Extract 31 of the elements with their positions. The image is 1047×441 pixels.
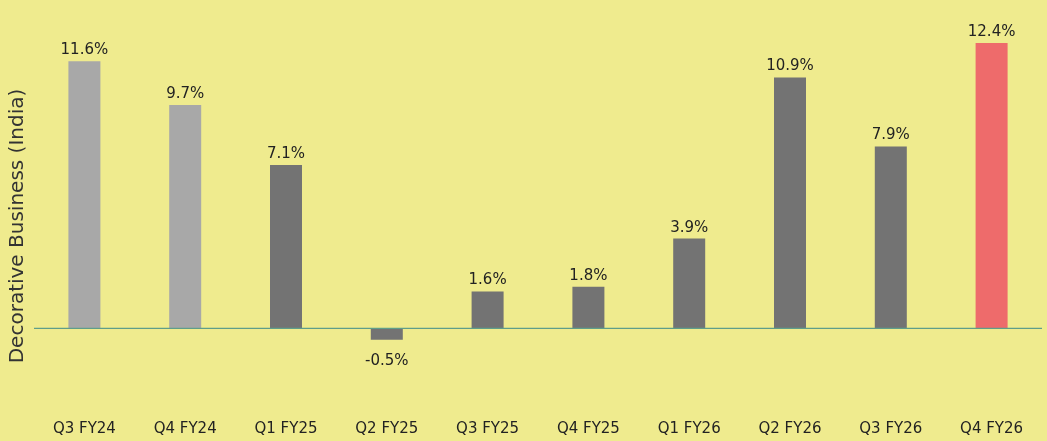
x-tick-label: Q3 FY25 <box>456 418 520 437</box>
bar <box>774 77 806 329</box>
x-tick-label: Q3 FY26 <box>859 418 923 437</box>
x-tick-label: Q1 FY25 <box>254 418 318 437</box>
bar <box>673 238 706 329</box>
bar <box>169 105 202 329</box>
bar <box>270 164 302 329</box>
data-label: 3.9% <box>670 217 709 236</box>
x-tick-label: Q2 FY26 <box>758 418 822 437</box>
bar <box>68 61 101 329</box>
data-label: 7.1% <box>266 143 306 162</box>
data-label: -0.5% <box>365 350 409 369</box>
x-tick-label: Q1 FY26 <box>657 418 721 437</box>
bar <box>975 42 1008 329</box>
data-label: 10.9% <box>766 56 814 75</box>
data-label: 1.8% <box>569 265 608 284</box>
data-label: 1.6% <box>468 270 507 289</box>
bar <box>471 291 504 329</box>
x-tick-label: Q4 FY24 <box>153 418 217 437</box>
x-tick-label: Q4 FY26 <box>960 418 1024 437</box>
data-label: 9.7% <box>166 84 205 103</box>
data-label: 11.6% <box>60 40 109 59</box>
data-label: 12.4% <box>967 21 1016 40</box>
y-axis-title: Decorative Business (India) <box>3 88 28 364</box>
data-label: 7.9% <box>871 125 910 144</box>
bar <box>370 328 403 340</box>
x-tick-label: Q2 FY25 <box>355 418 419 437</box>
x-tick-label: Q3 FY24 <box>52 418 116 437</box>
bar <box>874 146 907 329</box>
x-tick-label: Q4 FY25 <box>556 418 620 437</box>
bar <box>572 286 605 329</box>
